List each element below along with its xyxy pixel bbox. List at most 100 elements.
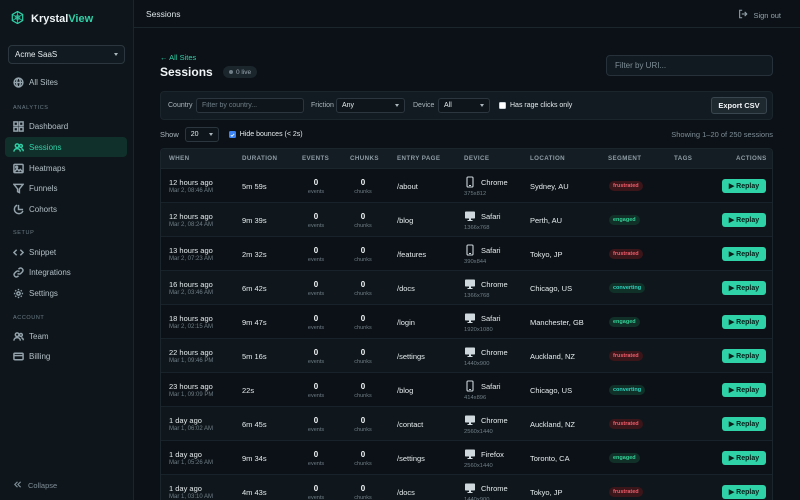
when-date: Mar 2, 07:23 AM [169,256,214,262]
replay-button[interactable]: ▶ Replay [722,451,766,465]
sidebar-item-billing[interactable]: Billing [5,346,127,366]
table-row[interactable]: 13 hours ago Mar 2, 07:23 AM 2m 32s 0 events… [161,237,772,271]
chevron-down-icon [114,53,118,56]
duration: 22s [242,386,255,395]
column-header-segment[interactable]: SEGMENT [608,155,642,162]
sidebar-item-all-sites[interactable]: All Sites [5,72,127,92]
table-row[interactable]: 23 hours ago Mar 1, 09:09 PM 22s 0 events 0 ch… [161,373,772,407]
sidebar-item-sessions[interactable]: Sessions [5,137,127,157]
brand[interactable]: KrystalView [11,10,93,26]
events-value: 0 [313,416,319,425]
rage-clicks-checkbox-box[interactable] [499,102,506,109]
segment-badge: engaged [609,215,640,225]
screen-resolution: 1366x768 [464,225,490,231]
workspace-select[interactable]: Acme SaaS [8,45,125,64]
sidebar-item-label: Dashboard [29,121,69,131]
friction-select[interactable]: Any [336,98,405,113]
segment-badge: frustrated [609,487,643,497]
column-header-events[interactable]: EVENTS [302,155,330,162]
entry-page: /features [397,250,427,259]
events-label: events [307,495,325,500]
sidebar-item-dashboard[interactable]: Dashboard [5,116,127,136]
location: Chicago, US [530,386,573,395]
device-select[interactable]: All [438,98,490,113]
column-header-tags: TAGS [674,155,693,162]
uri-filter-input[interactable] [606,55,773,76]
sidebar-item-heatmaps[interactable]: Heatmaps [5,158,127,178]
sidebar-item-label: Settings [29,288,58,298]
country-filter-input[interactable] [196,98,304,113]
sidebar-item-integrations[interactable]: Integrations [5,262,127,282]
double-chevron-left-icon [13,480,22,491]
export-csv-button[interactable]: Export CSV [711,97,767,114]
replay-button[interactable]: ▶ Replay [722,213,766,227]
table-row[interactable]: 12 hours ago Mar 2, 08:46 AM 5m 59s 0 events… [161,169,772,203]
breadcrumb: Sessions [146,9,181,19]
browser-name: Chrome [481,416,508,425]
sidebar-item-label: Integrations [29,267,71,277]
chunks-count: 0 chunks [348,271,378,297]
monitor-icon [465,313,475,323]
column-header-chunks[interactable]: CHUNKS [350,155,379,162]
location: Manchester, GB [530,318,584,327]
table-row[interactable]: 12 hours ago Mar 2, 08:24 AM 9m 39s 0 events… [161,203,772,237]
chunks-count: 0 chunks [348,441,378,467]
location: Auckland, NZ [530,420,576,429]
when-date: Mar 2, 03:46 AM [169,290,214,296]
monitor-icon [465,347,475,357]
when-date: Mar 2, 08:46 AM [169,188,214,194]
logo-icon [11,10,24,26]
rage-clicks-checkbox[interactable]: Has rage clicks only [499,102,572,109]
table-row[interactable]: 16 hours ago Mar 2, 03:46 AM 6m 42s 0 events… [161,271,772,305]
segment-badge: engaged [609,453,640,463]
column-header-location[interactable]: LOCATION [530,155,566,162]
replay-button[interactable]: ▶ Replay [722,349,766,363]
column-header-device[interactable]: DEVICE [464,155,490,162]
hide-bounces-checkbox[interactable]: Hide bounces (< 2s) [228,131,303,138]
sidebar-item-settings[interactable]: Settings [5,283,127,303]
sidebar-item-cohorts[interactable]: Cohorts [5,199,127,219]
table-row[interactable]: 22 hours ago Mar 1, 09:46 PM 5m 16s 0 events… [161,339,772,373]
replay-button[interactable]: ▶ Replay [722,281,766,295]
replay-button[interactable]: ▶ Replay [722,383,766,397]
screen-resolution: 1440x900 [464,497,490,500]
segment-badge: frustrated [609,181,643,191]
sidebar-item-funnels[interactable]: Funnels [5,178,127,198]
screen-resolution: 1366x768 [464,293,490,299]
table-row[interactable]: 18 hours ago Mar 2, 02:15 AM 9m 47s 0 events… [161,305,772,339]
replay-button[interactable]: ▶ Replay [722,417,766,431]
replay-button[interactable]: ▶ Replay [722,179,766,193]
entry-page: /settings [397,454,425,463]
location: Sydney, AU [530,182,569,191]
replay-button[interactable]: ▶ Replay [722,315,766,329]
page-size-select[interactable]: 20 [184,127,219,142]
screen-resolution: 414x896 [464,395,487,401]
table-row[interactable]: 1 day ago Mar 1, 06:02 AM 6m 45s 0 events 0 ch… [161,407,772,441]
duration: 6m 42s [242,284,267,293]
sidebar-item-team[interactable]: Team [5,326,127,346]
dashboard-icon [13,120,24,132]
hide-bounces-checkbox-box[interactable] [228,131,236,138]
column-header-entry-page[interactable]: ENTRY PAGE [397,155,441,162]
table-row[interactable]: 1 day ago Mar 1, 05:26 AM 9m 34s 0 events 0 ch… [161,441,772,475]
monitor-icon [465,279,475,289]
column-header-when[interactable]: WHEN [169,155,190,162]
sidebar-item-label: Snippet [29,247,57,257]
sign-out-button[interactable]: Sign out [738,9,781,21]
section-title-account: ACCOUNT [13,315,45,321]
column-header-duration[interactable]: DURATION [242,155,278,162]
sidebar-item-snippet[interactable]: Snippet [5,242,127,262]
mobile-icon [466,380,474,392]
page-size-value: 20 [190,131,199,138]
replay-button[interactable]: ▶ Replay [722,247,766,261]
replay-button[interactable]: ▶ Replay [722,485,766,499]
segment-badge: frustrated [609,419,643,429]
duration: 9m 39s [242,216,267,225]
chunks-label: chunks [354,189,372,195]
collapse-button[interactable]: Collapse [13,480,57,491]
friction-select-value: Any [342,102,355,109]
table-row[interactable]: 1 day ago Mar 1, 03:10 AM 4m 43s 0 events 0 ch… [161,475,772,500]
when-relative: 13 hours ago [169,246,213,255]
back-to-all-sites-link[interactable]: ← All Sites [160,53,197,62]
events-count: 0 events [301,475,331,500]
